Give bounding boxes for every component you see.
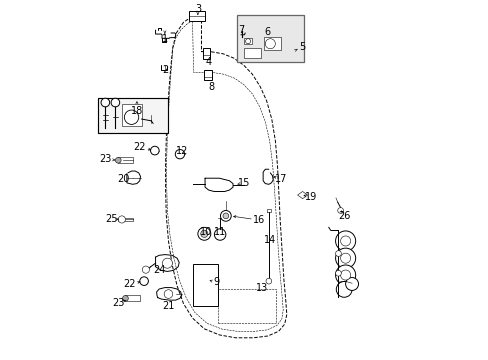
Bar bbox=[237, 15, 303, 62]
Circle shape bbox=[223, 213, 228, 219]
Bar bbox=[122, 104, 142, 126]
Circle shape bbox=[245, 39, 250, 44]
Circle shape bbox=[335, 251, 341, 256]
Bar bbox=[217, 289, 275, 323]
Text: 7: 7 bbox=[237, 25, 244, 35]
Circle shape bbox=[175, 149, 184, 159]
Bar bbox=[188, 11, 204, 22]
Circle shape bbox=[118, 216, 125, 223]
Bar bbox=[202, 48, 210, 59]
Polygon shape bbox=[297, 192, 307, 199]
Text: 16: 16 bbox=[253, 215, 265, 225]
Text: 19: 19 bbox=[304, 192, 316, 202]
Bar bbox=[264, 37, 281, 50]
Text: 21: 21 bbox=[162, 301, 174, 311]
Text: 6: 6 bbox=[264, 27, 270, 37]
Circle shape bbox=[340, 270, 350, 280]
Text: 20: 20 bbox=[117, 174, 129, 184]
Text: 26: 26 bbox=[338, 211, 350, 221]
Text: 23: 23 bbox=[99, 154, 111, 164]
Text: 14: 14 bbox=[264, 235, 276, 245]
Text: 25: 25 bbox=[105, 214, 118, 224]
Text: 11: 11 bbox=[214, 227, 226, 237]
Bar bbox=[192, 264, 218, 306]
Bar bbox=[98, 98, 168, 134]
Text: 13: 13 bbox=[255, 283, 267, 293]
Circle shape bbox=[101, 98, 109, 107]
Text: 2: 2 bbox=[162, 64, 168, 75]
Text: 22: 22 bbox=[123, 279, 136, 289]
Circle shape bbox=[265, 278, 271, 284]
Text: 12: 12 bbox=[175, 145, 187, 156]
Bar bbox=[244, 48, 260, 58]
Bar bbox=[118, 218, 132, 221]
Circle shape bbox=[335, 231, 355, 251]
Circle shape bbox=[214, 229, 225, 240]
Bar bbox=[204, 70, 212, 80]
Circle shape bbox=[335, 265, 355, 285]
Text: 1: 1 bbox=[162, 34, 167, 44]
Text: 10: 10 bbox=[200, 227, 212, 237]
Circle shape bbox=[336, 282, 351, 297]
Bar bbox=[118, 157, 132, 163]
Text: 18: 18 bbox=[130, 106, 143, 116]
Circle shape bbox=[111, 98, 120, 107]
Circle shape bbox=[345, 278, 358, 291]
Circle shape bbox=[198, 227, 210, 240]
Circle shape bbox=[337, 208, 343, 213]
Text: 22: 22 bbox=[133, 142, 146, 152]
Text: 17: 17 bbox=[274, 174, 286, 184]
Circle shape bbox=[140, 277, 148, 285]
Circle shape bbox=[335, 248, 355, 268]
Circle shape bbox=[335, 270, 341, 276]
Circle shape bbox=[201, 230, 207, 237]
Circle shape bbox=[340, 236, 350, 246]
Circle shape bbox=[162, 258, 172, 268]
Bar bbox=[244, 38, 251, 44]
Text: 24: 24 bbox=[153, 265, 165, 275]
Circle shape bbox=[220, 211, 231, 221]
Text: 5: 5 bbox=[299, 42, 305, 51]
Text: 23: 23 bbox=[112, 298, 124, 308]
Circle shape bbox=[164, 290, 172, 298]
Circle shape bbox=[340, 253, 350, 263]
Text: 9: 9 bbox=[213, 277, 219, 287]
Circle shape bbox=[142, 266, 149, 273]
Text: 15: 15 bbox=[237, 178, 249, 188]
Circle shape bbox=[122, 296, 128, 301]
Text: 8: 8 bbox=[208, 82, 214, 92]
Text: 3: 3 bbox=[194, 4, 201, 14]
Circle shape bbox=[115, 157, 121, 163]
Circle shape bbox=[150, 146, 159, 155]
Circle shape bbox=[124, 110, 139, 125]
Circle shape bbox=[265, 39, 275, 49]
Text: 4: 4 bbox=[205, 57, 211, 67]
Bar bbox=[125, 296, 140, 301]
